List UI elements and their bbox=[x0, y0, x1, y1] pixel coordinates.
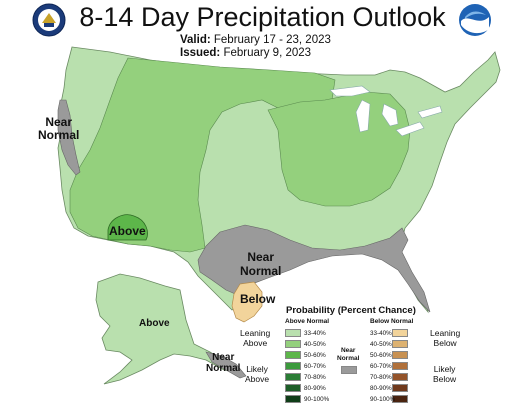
legend-leaning-below: Leaning Below bbox=[430, 328, 460, 348]
leaning-below-line2: Below bbox=[433, 338, 457, 348]
legend-near-line1: Near bbox=[340, 347, 356, 354]
below-texas-label: Below bbox=[240, 292, 276, 306]
below-swatch-1 bbox=[392, 340, 408, 348]
likely-below-line2: Below bbox=[433, 374, 457, 384]
above-swatch-1 bbox=[285, 340, 301, 348]
below-swatch-label-6: 90-100% bbox=[370, 396, 396, 403]
near-normal-gulf-line1: Near bbox=[247, 250, 275, 264]
great-lakes bbox=[329, 85, 443, 137]
likely-above-line1: Likely bbox=[246, 364, 268, 374]
noaa-dept-commerce-seal-icon bbox=[32, 3, 66, 37]
legend-above-header: Above Normal bbox=[285, 318, 330, 325]
likely-below-line1: Likely bbox=[433, 364, 456, 374]
legend-title: Probability (Percent Chance) bbox=[286, 305, 416, 316]
issued-line: Issued: February 9, 2023 bbox=[180, 47, 311, 59]
above-swatch-5 bbox=[285, 384, 301, 392]
alaska-panhandle-region-near-normal bbox=[205, 351, 247, 379]
leaning-below-line1: Leaning bbox=[430, 328, 461, 338]
above-swatch-6 bbox=[285, 395, 301, 403]
leaning-above-line1: Leaning bbox=[240, 328, 271, 338]
legend-likely-above: Likely Above bbox=[245, 364, 269, 384]
above-swatch-label-5: 80-90% bbox=[304, 385, 326, 392]
legend-near-line2: Normal bbox=[337, 355, 360, 362]
near-normal-gulf-label: Near Normal bbox=[240, 250, 281, 278]
above-swatch-3 bbox=[285, 362, 301, 370]
valid-dates: February 17 - 23, 2023 bbox=[213, 34, 331, 46]
above-swatch-label-3: 60-70% bbox=[304, 363, 326, 370]
legend-near-normal-header: Near Normal bbox=[337, 347, 359, 363]
near-normal-alaska-line1: Near bbox=[212, 352, 235, 363]
south-texas-region-below-33-40 bbox=[231, 281, 263, 323]
above-swatch-label-4: 70-80% bbox=[304, 374, 326, 381]
below-swatch-label-5: 80-90% bbox=[370, 385, 392, 392]
below-swatch-label-4: 70-80% bbox=[370, 374, 392, 381]
likely-above-line2: Above bbox=[245, 374, 270, 384]
below-swatch-6 bbox=[392, 395, 408, 403]
legend-below-header: Below Normal bbox=[370, 318, 414, 325]
legend-likely-below: Likely Below bbox=[433, 364, 456, 384]
below-swatch-label-0: 33-40% bbox=[370, 330, 392, 337]
below-swatch-4 bbox=[392, 373, 408, 381]
west-coast-region-near-normal bbox=[57, 99, 81, 176]
southwest-region-above-50-60 bbox=[107, 214, 148, 241]
west-central-region-above-40-50 bbox=[69, 57, 336, 253]
above-swatch-0 bbox=[285, 329, 301, 337]
above-swatch-2 bbox=[285, 351, 301, 359]
issued-date: February 9, 2023 bbox=[223, 47, 312, 59]
above-southwest-label: Above bbox=[109, 224, 146, 238]
near-normal-west-line2: Normal bbox=[38, 128, 80, 142]
above-swatch-label-1: 40-50% bbox=[304, 341, 326, 348]
near-normal-west-line1: Near bbox=[45, 115, 73, 129]
noaa-logo-icon bbox=[459, 4, 491, 36]
gulf-region-near-normal bbox=[197, 224, 431, 313]
near-normal-gulf-line2: Normal bbox=[240, 264, 282, 278]
below-swatch-label-1: 40-50% bbox=[370, 341, 392, 348]
valid-line: Valid: February 17 - 23, 2023 bbox=[180, 34, 331, 46]
above-swatch-label-2: 50-60% bbox=[304, 352, 326, 359]
below-swatch-0 bbox=[392, 329, 408, 337]
near-normal-alaska-label: Near Normal bbox=[206, 352, 240, 374]
below-swatch-label-2: 50-60% bbox=[370, 352, 392, 359]
issued-label: Issued: bbox=[180, 47, 221, 59]
below-swatch-2 bbox=[392, 351, 408, 359]
below-swatch-3 bbox=[392, 362, 408, 370]
leaning-above-line2: Above bbox=[243, 338, 268, 348]
near-normal-west-label: Near Normal bbox=[38, 116, 79, 142]
above-alaska-label: Above bbox=[139, 318, 170, 329]
above-swatch-4 bbox=[285, 373, 301, 381]
below-swatch-label-3: 60-70% bbox=[370, 363, 392, 370]
legend-near-normal-swatch bbox=[341, 366, 357, 374]
alaska-region-above-33-40 bbox=[95, 273, 238, 385]
above-swatch-label-0: 33-40% bbox=[304, 330, 326, 337]
above-swatch-label-6: 90-100% bbox=[304, 396, 330, 403]
near-normal-alaska-line2: Normal bbox=[206, 363, 241, 374]
page-title: 8-14 Day Precipitation Outlook bbox=[79, 2, 446, 32]
below-swatch-5 bbox=[392, 384, 408, 392]
legend-leaning-above: Leaning Above bbox=[240, 328, 270, 348]
valid-label: Valid: bbox=[180, 34, 211, 46]
